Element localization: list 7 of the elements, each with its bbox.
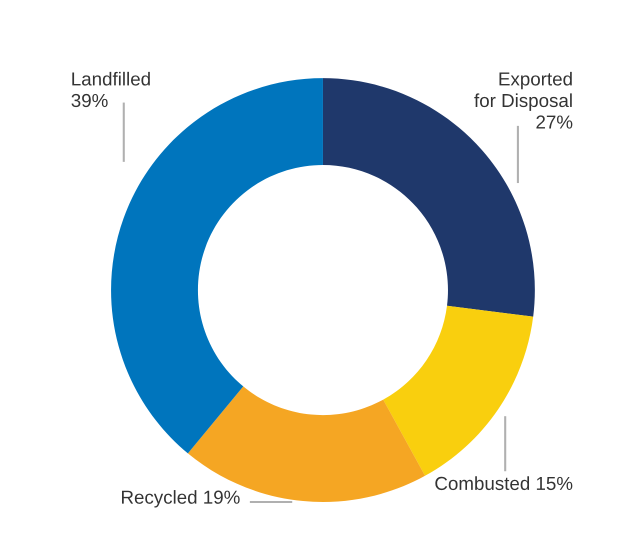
data-label: 27% <box>536 115 572 129</box>
slice-label: Exported for Disposal <box>474 72 572 111</box>
data-label: 39% <box>72 94 108 108</box>
slice-label: Landfilled <box>72 72 150 86</box>
donut-slice <box>383 306 534 476</box>
slice-label: Recycled 19% <box>122 490 240 508</box>
slice-label: Combusted 15% <box>435 476 572 490</box>
